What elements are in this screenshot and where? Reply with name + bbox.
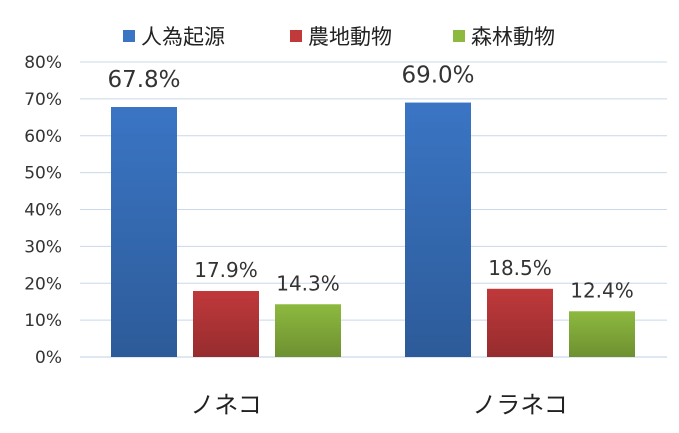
bars	[111, 102, 635, 357]
data-label-2-2: 18.5%	[488, 256, 552, 280]
y-axis: 0% 10% 20% 30% 40% 50% 60% 70% 80%	[24, 53, 62, 368]
data-label-3-2: 12.4%	[570, 278, 634, 302]
y-tick-label: 30%	[24, 237, 62, 257]
y-tick-label: 0%	[35, 348, 62, 368]
x-axis: ノネコ ノラネコ	[190, 391, 568, 419]
legend-swatch-series-3	[453, 30, 465, 42]
legend-item-series-2: 農地動物	[290, 22, 392, 50]
legend: 人為起源 農地動物 森林動物	[0, 22, 679, 50]
y-tick-label: 40%	[24, 201, 62, 221]
data-labels: 67.8% 17.9% 14.3% 69.0% 18.5% 12.4%	[107, 63, 633, 303]
legend-label-series-3: 森林動物	[471, 25, 555, 49]
legend-item-series-1: 人為起源	[123, 22, 225, 50]
data-label-1-2: 69.0%	[401, 63, 474, 89]
bar-3-1	[275, 304, 341, 357]
x-category-label: ノラネコ	[472, 391, 568, 419]
bar-2-1	[193, 290, 259, 357]
legend-label-series-2: 農地動物	[308, 25, 392, 49]
y-tick-label: 50%	[24, 164, 62, 184]
legend-label-series-1: 人為起源	[141, 25, 225, 49]
bar-2-2	[487, 288, 553, 357]
legend-swatch-series-2	[290, 30, 302, 42]
legend-item-series-3: 森林動物	[453, 22, 555, 50]
bar-1-2	[405, 102, 471, 357]
y-tick-label: 60%	[24, 127, 62, 147]
y-tick-label: 70%	[24, 90, 62, 110]
x-category-label: ノネコ	[190, 391, 262, 419]
y-tick-label: 20%	[24, 274, 62, 294]
data-label-3-1: 14.3%	[276, 271, 340, 295]
data-label-1-1: 67.8%	[107, 67, 180, 93]
bar-3-2	[569, 311, 635, 357]
data-label-2-1: 17.9%	[194, 258, 258, 282]
bar-1-1	[111, 106, 177, 357]
legend-swatch-series-1	[123, 30, 135, 42]
y-tick-label: 80%	[24, 53, 62, 73]
y-tick-label: 10%	[24, 311, 62, 331]
